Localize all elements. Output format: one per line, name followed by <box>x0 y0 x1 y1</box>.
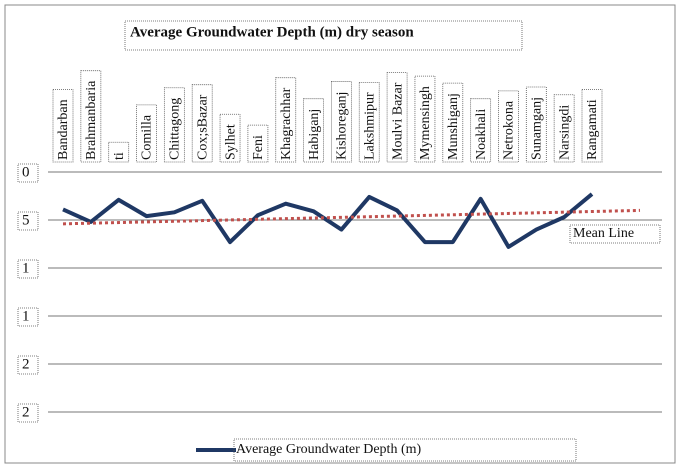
y-tick-label: 2 <box>22 356 30 372</box>
category-box <box>80 70 102 163</box>
y-tick-label: 2 <box>22 404 30 420</box>
x-tick-label: Moulvi Bazar <box>390 82 405 160</box>
frame <box>4 4 676 464</box>
category-box <box>470 98 492 163</box>
tick-box <box>17 307 39 327</box>
tick-box <box>17 355 39 375</box>
x-tick-label: Brahmanbaria <box>84 80 99 160</box>
tick-box <box>17 211 39 231</box>
tick-box <box>17 163 39 183</box>
y-tick-label: 1 <box>22 260 30 276</box>
x-tick-label: Lakshmipur <box>362 92 377 160</box>
x-tick-label: Habiganj <box>307 109 322 160</box>
category-box <box>358 81 380 163</box>
tick-box <box>17 259 39 279</box>
x-tick-label: Khagrachhar <box>279 87 294 160</box>
category-box <box>108 141 130 163</box>
x-tick-label: Sylhet <box>223 124 238 160</box>
x-tick-label: Noakhali <box>474 109 489 160</box>
x-tick-label: Cox;sBazar <box>195 94 210 160</box>
y-tick-label: 1 <box>22 308 30 324</box>
title-box <box>124 20 523 51</box>
y-tick-label: 5 <box>22 212 30 228</box>
legend-box <box>233 438 577 462</box>
chart-title: Average Groundwater Depth (m) dry season <box>130 24 414 40</box>
category-box <box>275 77 297 163</box>
category-box <box>581 88 603 163</box>
x-tick-label: Feni <box>251 135 266 160</box>
mean-label: Mean Line <box>573 226 634 241</box>
category-box <box>525 86 547 163</box>
category-box <box>191 84 213 163</box>
mean-label-box <box>569 224 661 244</box>
tick-box <box>17 403 39 423</box>
legend-label: Average Groundwater Depth (m) <box>236 442 422 457</box>
category-box <box>52 88 74 163</box>
x-tick-label: Sunamganj <box>530 97 545 160</box>
category-box <box>303 98 324 163</box>
x-tick-label: Narsingdi <box>557 105 572 160</box>
category-box <box>247 124 269 163</box>
x-tick-label: Munshiganj <box>446 93 461 160</box>
category-box <box>163 87 185 163</box>
category-box <box>442 82 464 163</box>
y-tick-label: 0 <box>22 164 30 180</box>
x-tick-label: Comilla <box>140 114 155 160</box>
mean-line <box>62 208 641 226</box>
x-tick-label: Bandarban <box>56 99 71 160</box>
x-tick-label: Kishoreganj <box>335 92 350 160</box>
category-box <box>136 104 157 163</box>
category-box <box>414 75 436 163</box>
x-tick-label: Chittagong <box>168 98 183 160</box>
x-tick-label: Rangamati <box>585 99 600 160</box>
data-line <box>62 192 594 249</box>
category-box <box>219 113 241 163</box>
x-tick-label: ti <box>112 152 127 160</box>
x-tick-label: Netrokona <box>502 100 517 160</box>
category-box <box>331 81 352 163</box>
category-box <box>498 90 519 163</box>
category-box <box>553 94 575 163</box>
x-tick-label: Mymensingh <box>418 86 433 160</box>
category-box <box>386 72 408 163</box>
